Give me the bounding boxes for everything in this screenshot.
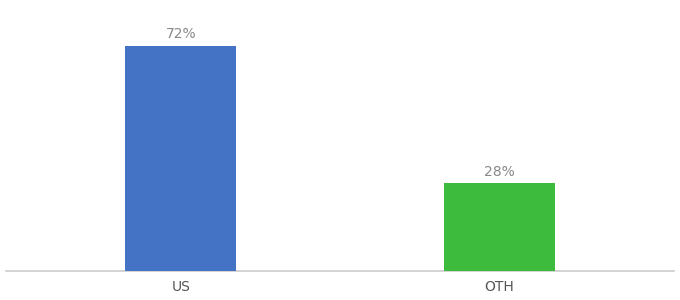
Bar — [125, 46, 237, 271]
Text: 72%: 72% — [165, 27, 196, 41]
Bar — [443, 183, 555, 271]
Text: 28%: 28% — [484, 165, 515, 179]
